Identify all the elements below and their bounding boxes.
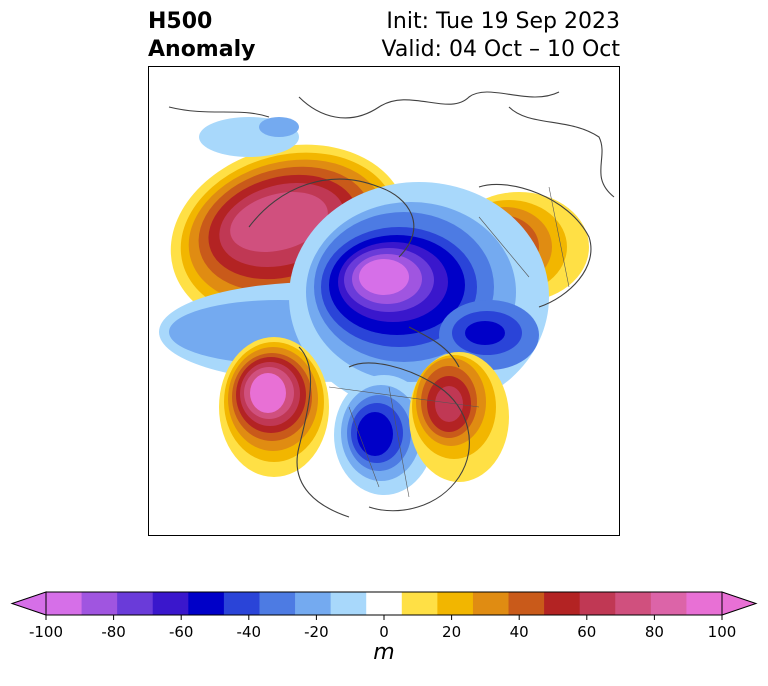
colorbar-tick-label: -60 bbox=[169, 623, 194, 641]
colorbar-segment bbox=[117, 592, 154, 615]
anomaly-map bbox=[148, 66, 620, 536]
colorbar-segment bbox=[437, 592, 474, 615]
colorbar-segment bbox=[259, 592, 296, 615]
colorbar-segment bbox=[650, 592, 687, 615]
colorbar-segment bbox=[330, 592, 367, 615]
plot-title-left: H500 Anomaly bbox=[148, 8, 255, 64]
colorbar-segment bbox=[686, 592, 723, 615]
colorbar-tick-label: -100 bbox=[29, 623, 63, 641]
colorbar-tick-label: 20 bbox=[442, 623, 461, 641]
map-canvas bbox=[159, 91, 615, 518]
colorbar-segment bbox=[81, 592, 118, 615]
colorbar-segment bbox=[46, 592, 83, 615]
colorbar-tick-label: 0 bbox=[379, 623, 389, 641]
negative-anomaly-central-canada bbox=[334, 375, 434, 495]
colorbar-segment bbox=[472, 592, 510, 615]
colorbar-segment bbox=[579, 592, 616, 615]
colorbar-segment bbox=[401, 592, 438, 615]
colorbar-tick-label: -20 bbox=[304, 623, 329, 641]
valid-range-label: Valid: 04 Oct – 10 Oct bbox=[381, 37, 620, 62]
negative-anomaly-polar-low bbox=[289, 182, 549, 412]
colorbar-segment bbox=[188, 592, 225, 615]
colorbar-tick-label: 80 bbox=[645, 623, 664, 641]
colorbar-segment bbox=[223, 592, 260, 615]
colorbar-tick-label: -80 bbox=[101, 623, 126, 641]
coastlines bbox=[168, 91, 615, 518]
plot-title-right: Init: Tue 19 Sep 2023 Valid: 04 Oct – 10… bbox=[382, 8, 620, 64]
colorbar-over-arrow bbox=[721, 591, 758, 616]
colorbar-tick-label: 60 bbox=[577, 623, 596, 641]
colorbar-segment bbox=[615, 592, 652, 615]
init-date-label: Init: Tue 19 Sep 2023 bbox=[386, 9, 620, 34]
colorbar-segment bbox=[295, 592, 332, 615]
colorbar-segment bbox=[152, 592, 189, 615]
colorbar-tick-label: -40 bbox=[237, 623, 262, 641]
negative-anomaly-arctic-small bbox=[199, 117, 299, 157]
colorbar-under-arrow bbox=[10, 591, 47, 616]
variable-label: H500 bbox=[148, 9, 213, 34]
positive-anomaly-eastern-canada bbox=[409, 352, 509, 482]
colorbar-tick-label: 40 bbox=[510, 623, 529, 641]
colorbar-segment bbox=[544, 592, 581, 615]
colorbar-tick-label: 100 bbox=[708, 623, 737, 641]
borders bbox=[328, 186, 570, 498]
colorbar-segment bbox=[508, 592, 545, 615]
positive-anomaly-gulf-of-alaska bbox=[219, 337, 329, 477]
colorbar: -100 -80 -60 -40 -20 0 20 40 60 80 100 bbox=[10, 591, 758, 641]
colorbar-unit-label: m bbox=[373, 640, 395, 665]
colorbar-segment bbox=[366, 592, 403, 615]
anomaly-label: Anomaly bbox=[148, 37, 256, 62]
